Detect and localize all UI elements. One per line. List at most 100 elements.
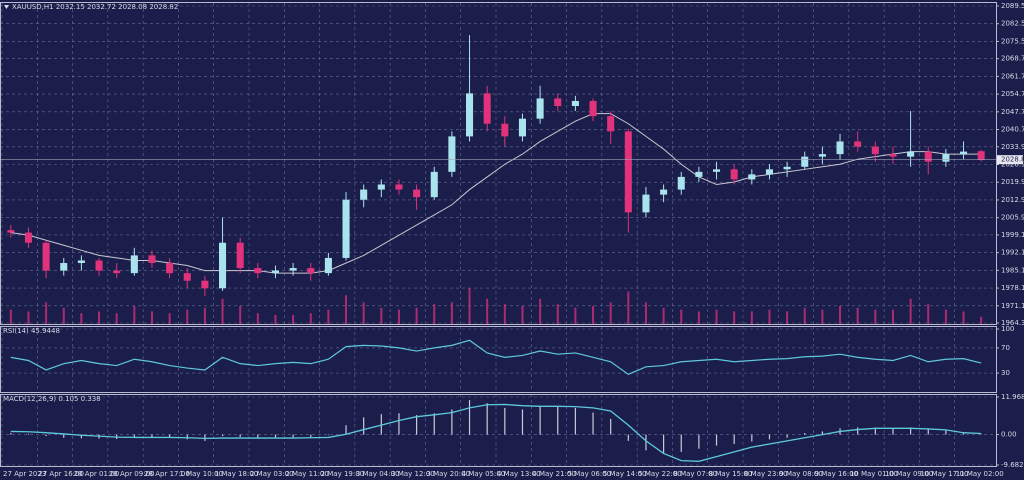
volume-bar [62,307,65,324]
x-tick-label: 1 May 10:00 [179,470,223,478]
current-price-tag [997,155,1023,165]
volume-bar [856,307,859,324]
candle-body [589,100,597,117]
candle-body [219,242,227,289]
volume-bar [503,304,506,324]
mark-layer [0,35,996,462]
x-tick-label: 3 May 12:00 [391,470,435,478]
volume-bar [115,313,118,324]
x-tick-label: 27 Apr 16:00 [38,470,84,478]
macd-histogram-bar [645,434,647,451]
volume-bar [98,311,101,324]
x-tick-label: 27 Apr 2023 [3,470,46,478]
current-price-label: 2028.81 [1001,156,1024,164]
volume-bar [256,313,259,324]
y-tick-label: 2005.90 [1001,214,1024,222]
main-panel-frame [0,2,997,325]
x-tick-label: 1 May 18:00 [215,470,259,478]
macd-histogram-bar [257,434,259,438]
volume-bar [327,309,330,324]
macd-panel-frame [0,394,997,467]
y-tick-label: 30 [1001,369,1010,377]
candle-body [254,268,262,274]
volume-bar [45,302,48,324]
volume-bar [415,307,418,324]
volume-bar [468,288,471,324]
y-tick-label: 0.00 [1001,431,1017,439]
x-tick-label: 9 May 16:00 [815,470,859,478]
x-tick-label: 8 May 23:00 [744,470,788,478]
rsi-title: RSI(14) 45.9448 [3,327,60,335]
volume-bar [962,311,965,324]
candle-body [307,268,315,274]
y-tick-label: 2012.90 [1001,196,1024,204]
candle-body [836,141,844,155]
macd-histogram-bar [927,428,929,435]
candle-body [448,136,456,172]
y-tick-label: 2089.50 [1001,2,1024,10]
candle-body [783,166,791,170]
y-tick-label: -9.682 [1001,461,1024,469]
volume-bar [133,306,136,324]
rsi-panel-frame [0,326,997,393]
candle-body [77,260,85,263]
x-tick-label: 5 May 06:00 [568,470,612,478]
volume-bar [927,304,930,324]
macd-histogram-bar [363,417,365,435]
candle-body [642,194,650,213]
x-tick-label: 10 May 01:00 [850,470,898,478]
volume-bar [362,302,365,324]
candle-body [889,154,897,157]
candle-body [924,151,932,162]
candle-body [571,100,579,107]
volume-bar [944,309,947,324]
volume-bar [909,298,912,324]
volume-bar [803,307,806,324]
y-tick-label: 2033.90 [1001,143,1024,151]
candle-body [695,171,703,177]
candle-body [818,154,826,157]
y-tick-label: 2054.70 [1001,90,1024,98]
candle-body [360,189,368,200]
candle-body [854,141,862,147]
volume-bar [486,298,489,324]
macd-histogram-bar [945,429,947,435]
volume-bar [715,309,718,324]
macd-histogram-bar [310,434,312,438]
macd-histogram-bar [274,434,277,438]
macd-title: MACD(12,26,9) 0.105 0.338 [3,395,101,403]
x-tick-label: 10 May 17:00 [920,470,968,478]
candle-body [395,184,403,190]
volume-bar [627,291,630,324]
volume-bar [450,302,453,324]
macd-histogram-bar [627,434,629,441]
volume-bar [397,309,400,324]
y-tick-label: 2047.70 [1001,108,1024,116]
y-tick-label: 2061.70 [1001,72,1024,80]
macd-histogram-bar [892,428,894,435]
y-tick-label: 1985.10 [1001,266,1024,274]
volume-bar [309,313,312,324]
volume-bar [203,307,206,324]
y-tick-label: 1999.10 [1001,231,1024,239]
volume-bar [891,309,894,324]
x-tick-label: 4 May 13:00 [497,470,541,478]
macd-histogram-bar [486,403,488,435]
candle-body [166,262,174,274]
y-tick-label: 100 [1001,325,1014,333]
volume-bar [521,306,524,324]
candle-body [95,260,103,271]
candle-body [42,242,50,271]
x-tick-label: 2 May 19:00 [321,470,365,478]
volume-bar [186,309,189,324]
candle-body [324,257,332,274]
volume-bar [786,311,789,324]
candle-body [624,131,632,213]
candle-body [377,184,385,190]
candle-body [183,273,191,281]
macd-histogram-bar [133,434,135,438]
y-tick-label: 1964.30 [1001,319,1024,327]
macd-histogram-bar [292,434,294,438]
